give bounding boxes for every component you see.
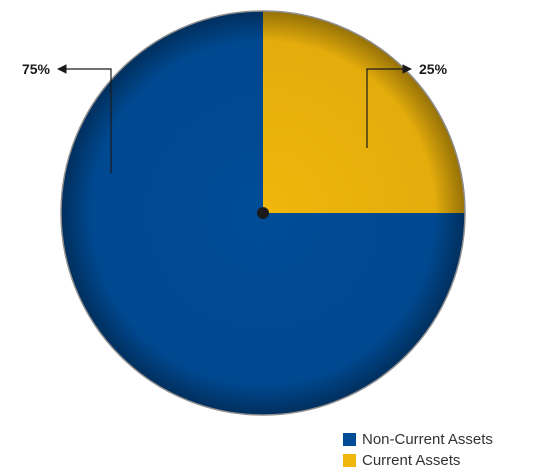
leader-arrow-current-assets — [366, 64, 412, 148]
legend: Non-Current Assets Current Assets — [343, 429, 493, 471]
legend-label-non-current-assets: Non-Current Assets — [362, 431, 493, 448]
legend-swatch-current-assets — [343, 454, 356, 467]
leader-arrow-non-current-assets — [57, 64, 112, 173]
pie-center-dot — [257, 207, 269, 219]
legend-item-non-current-assets: Non-Current Assets — [343, 429, 493, 450]
data-label-current-assets: 25% — [419, 61, 448, 77]
legend-swatch-non-current-assets — [343, 433, 356, 446]
legend-label-current-assets: Current Assets — [362, 452, 461, 469]
pie-rim — [60, 10, 466, 416]
data-label-non-current-assets: 75% — [22, 61, 51, 77]
legend-item-current-assets: Current Assets — [343, 450, 493, 471]
